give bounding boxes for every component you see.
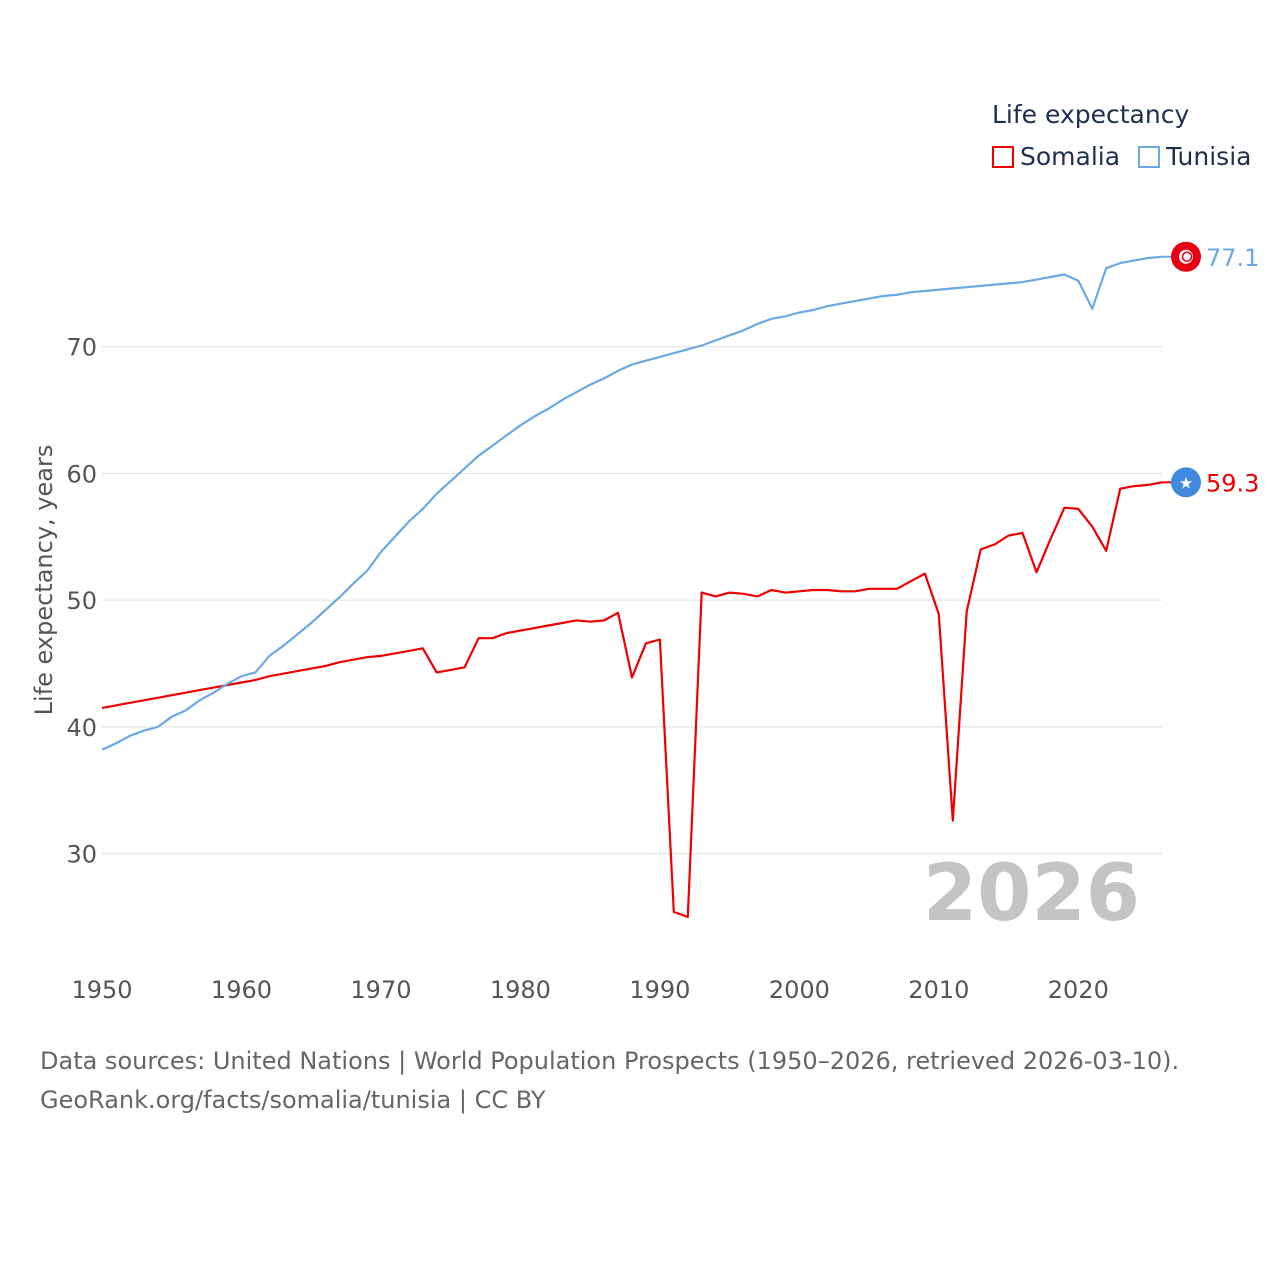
x-tick-label: 1970 xyxy=(350,976,411,1004)
end-value-label-tunisia: 77.1 xyxy=(1206,244,1259,272)
y-axis-ticks: 30 40 50 60 70 xyxy=(66,334,97,869)
series-line-tunisia xyxy=(101,255,1163,751)
y-axis-label: Life expectancy, years xyxy=(30,445,58,716)
x-tick-label: 1990 xyxy=(629,976,690,1004)
flag-crescent xyxy=(1181,251,1193,263)
legend-label-somalia: Somalia xyxy=(1020,142,1121,171)
x-tick-label: 1950 xyxy=(71,976,132,1004)
source-note: Data sources: United Nations | World Pop… xyxy=(40,1042,1179,1120)
y-tick-label: 50 xyxy=(66,587,97,615)
legend-title: Life expectancy xyxy=(992,100,1190,129)
y-tick-label: 40 xyxy=(66,714,97,742)
legend: Somalia Tunisia xyxy=(992,142,1269,171)
source-line-2[interactable]: GeoRank.org/facts/somalia/tunisia | CC B… xyxy=(40,1086,546,1114)
x-tick-label: 2020 xyxy=(1048,976,1109,1004)
source-line-1: Data sources: United Nations | World Pop… xyxy=(40,1047,1180,1075)
x-tick-label: 2000 xyxy=(769,976,830,1004)
grid-lines xyxy=(102,346,1162,855)
flag-star-icon: ★ xyxy=(1179,473,1193,492)
flag-badge-somalia xyxy=(1171,467,1201,498)
x-axis-ticks: 1950 1960 1970 1980 1990 2000 2010 2020 xyxy=(71,976,1108,1004)
x-tick-label: 2010 xyxy=(908,976,969,1004)
y-tick-label: 70 xyxy=(66,334,97,362)
year-watermark: 2026 xyxy=(923,849,1140,939)
legend-swatch-somalia xyxy=(992,145,1014,168)
series-end-markers: ★ 59.3 77.1 xyxy=(1162,241,1259,498)
x-tick-label: 1980 xyxy=(490,976,551,1004)
legend-item-somalia[interactable]: Somalia xyxy=(992,142,1120,171)
series-line-somalia xyxy=(101,481,1163,919)
series-lines xyxy=(101,255,1163,919)
end-value-label-somalia: 59.3 xyxy=(1206,469,1259,497)
legend-label-tunisia: Tunisia xyxy=(1166,142,1252,171)
y-tick-label: 30 xyxy=(66,841,97,869)
legend-item-tunisia[interactable]: Tunisia xyxy=(1138,142,1251,171)
x-tick-label: 1960 xyxy=(211,976,272,1004)
legend-swatch-tunisia xyxy=(1138,145,1161,168)
y-tick-label: 60 xyxy=(66,460,97,488)
